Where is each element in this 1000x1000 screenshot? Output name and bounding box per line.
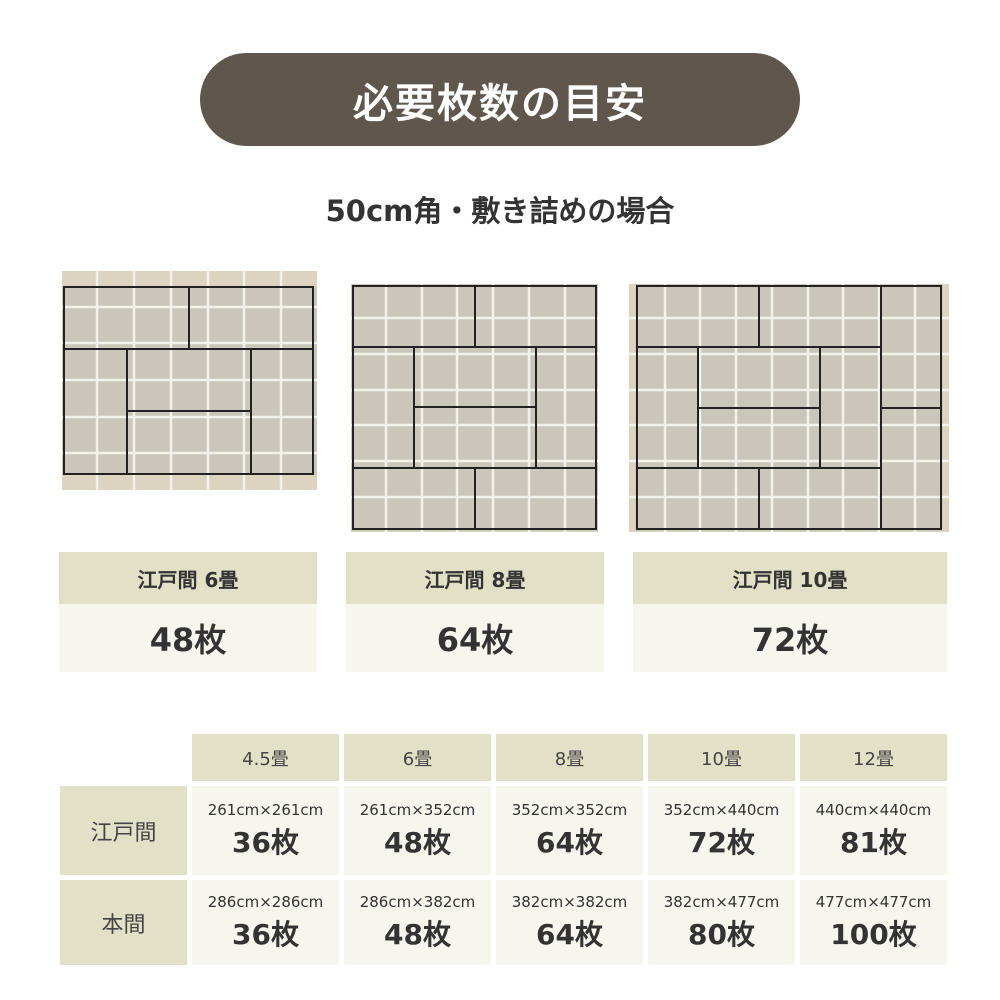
column-header-label: 4.5畳 (242, 748, 289, 770)
table-cell: 286cm×286cm 36枚 (192, 880, 339, 965)
page-title: 必要枚数の目安 (353, 80, 647, 127)
room-size: 477cm×477cm (815, 892, 932, 911)
room-size: 382cm×382cm (511, 892, 628, 911)
room-size: 286cm×286cm (207, 892, 324, 911)
tile-count: 64枚 (536, 917, 603, 951)
tatami-mat (250, 348, 314, 475)
floor-strip (62, 271, 317, 286)
table-cell: 261cm×352cm 48枚 (344, 786, 491, 875)
tile-count: 36枚 (232, 917, 299, 951)
title-banner: 必要枚数の目安 (200, 53, 800, 146)
table-cell: 382cm×382cm 64枚 (496, 880, 643, 965)
card-count: 64枚 (346, 604, 604, 672)
floor-strip (62, 475, 317, 490)
column-header-label: 8畳 (554, 748, 585, 770)
room-size: 261cm×352cm (359, 800, 476, 819)
room-size: 440cm×440cm (815, 800, 932, 819)
card-label: 江戸間 8畳 (346, 552, 604, 604)
tatami-mat (758, 467, 882, 530)
column-header-label: 10畳 (701, 748, 742, 770)
table-cell: 382cm×477cm 80枚 (648, 880, 795, 965)
row-header-label: 本間 (101, 912, 146, 938)
row-header: 本間 (60, 880, 187, 965)
table-cell: 477cm×477cm 100枚 (800, 880, 947, 965)
row-header-label: 江戸間 (90, 820, 157, 846)
column-header-label: 6畳 (402, 748, 433, 770)
room-size: 382cm×477cm (663, 892, 780, 911)
card-count: 72枚 (633, 604, 947, 672)
tile-count: 36枚 (232, 825, 299, 859)
column-header: 4.5畳 (192, 734, 339, 781)
tile-count: 72枚 (688, 825, 755, 859)
row-header: 江戸間 (60, 786, 187, 875)
card-6jo: 江戸間 6畳 48枚 (59, 552, 317, 672)
column-header: 6畳 (344, 734, 491, 781)
table-cell: 261cm×261cm 36枚 (192, 786, 339, 875)
room-size: 352cm×352cm (511, 800, 628, 819)
tile-count: 100枚 (830, 917, 917, 951)
room-size: 352cm×440cm (663, 800, 780, 819)
table-cell: 286cm×382cm 48枚 (344, 880, 491, 965)
column-header-label: 12畳 (853, 748, 894, 770)
tile-count: 80枚 (688, 917, 755, 951)
card-label: 江戸間 6畳 (59, 552, 317, 604)
tile-count: 48枚 (384, 825, 451, 859)
room-size: 261cm×261cm (207, 800, 324, 819)
card-label: 江戸間 10畳 (633, 552, 947, 604)
subtitle: 50cm角・敷き詰めの場合 (325, 194, 675, 228)
card-10jo: 江戸間 10畳 72枚 (633, 552, 947, 672)
column-header: 12畳 (800, 734, 947, 781)
card-8jo: 江戸間 8畳 64枚 (346, 552, 604, 672)
room-size: 286cm×382cm (359, 892, 476, 911)
table-cell: 352cm×352cm 64枚 (496, 786, 643, 875)
column-header: 10畳 (648, 734, 795, 781)
tile-count: 81枚 (840, 825, 907, 859)
card-count: 48枚 (59, 604, 317, 672)
table-cell: 440cm×440cm 81枚 (800, 786, 947, 875)
tile-count: 64枚 (536, 825, 603, 859)
column-header: 8畳 (496, 734, 643, 781)
tatami-mat (474, 467, 597, 530)
table-cell: 352cm×440cm 72枚 (648, 786, 795, 875)
tile-count: 48枚 (384, 917, 451, 951)
layout-diagram-6jo (62, 271, 949, 532)
